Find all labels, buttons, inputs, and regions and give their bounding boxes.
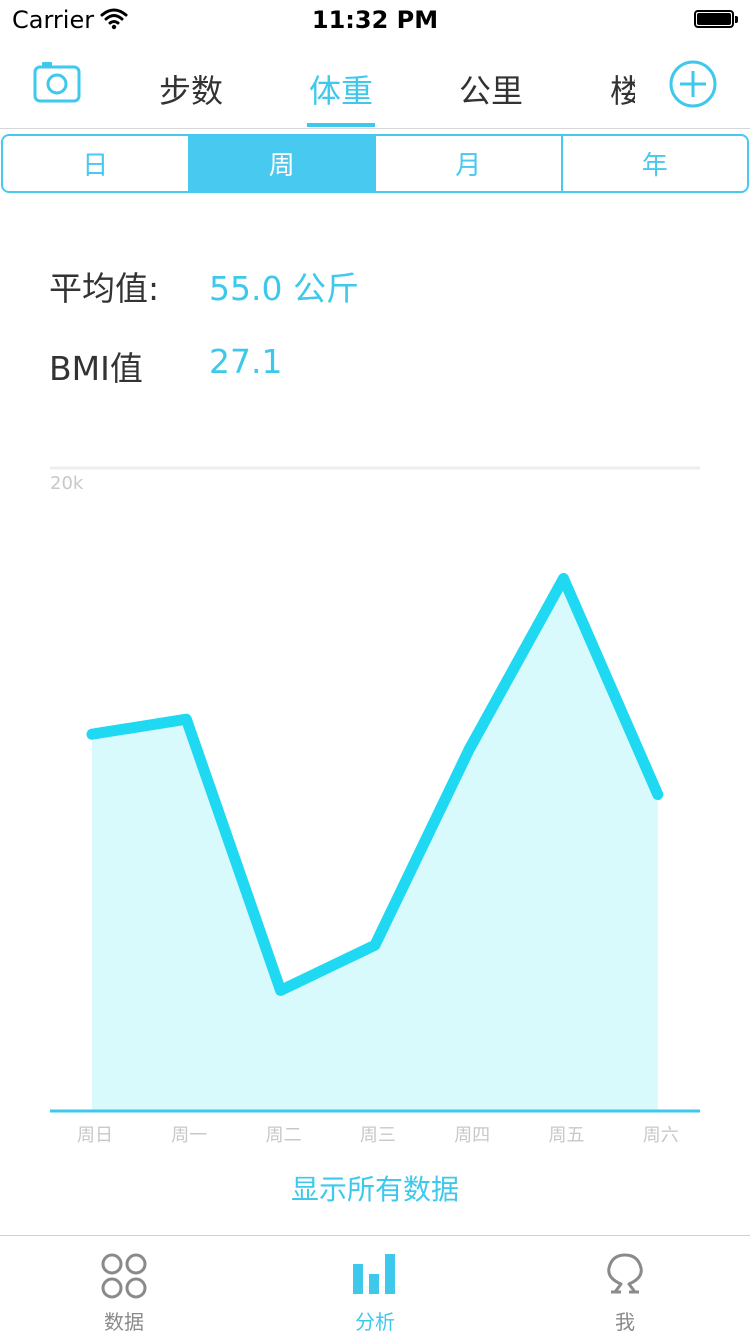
nav-tab-clip: 楼 — [595, 48, 635, 128]
x-axis-label: 周五 — [549, 1125, 585, 1146]
x-axis-label: 周四 — [454, 1125, 490, 1146]
tab-data-label: 数据 — [104, 1310, 144, 1334]
x-axis-label: 周三 — [360, 1125, 396, 1146]
top-nav: 步数 体重 公里 楼 — [0, 48, 750, 129]
camera-icon[interactable] — [33, 61, 81, 103]
nav-tab-distance[interactable]: 公里 — [458, 72, 523, 110]
nav-tab-floors[interactable]: 楼 — [610, 72, 635, 110]
data-icon — [101, 1253, 147, 1299]
x-axis-label: 周一 — [171, 1125, 207, 1146]
profile-icon — [607, 1253, 643, 1294]
bmi-label: BMI值 — [49, 349, 143, 388]
battery-icon — [694, 10, 738, 30]
average-value: 55.0 公斤 — [209, 269, 359, 308]
active-tab-indicator — [307, 123, 375, 127]
segment-day[interactable]: 日 — [3, 136, 190, 191]
tab-data[interactable]: 数据 — [44, 1236, 204, 1335]
segment-week[interactable]: 周 — [189, 136, 376, 191]
show-all-data-link[interactable]: 显示所有数据 — [290, 1173, 459, 1206]
y-axis-tick-label: 20k — [50, 473, 84, 494]
period-segmented-control: 日 周 月 年 — [1, 134, 749, 193]
weight-chart: 20k 周日 周一 周二 周三 周四 周五 周六 — [50, 466, 700, 1146]
segment-month[interactable]: 月 — [376, 136, 563, 191]
nav-tab-steps[interactable]: 步数 — [158, 72, 223, 110]
tab-me[interactable]: 我 — [545, 1236, 705, 1335]
wifi-icon — [100, 8, 128, 30]
bottom-tab-bar: 数据 分析 我 — [0, 1235, 750, 1335]
analysis-icon — [353, 1254, 395, 1294]
carrier-label: Carrier — [12, 6, 95, 34]
nav-tab-weight[interactable]: 体重 — [308, 72, 373, 110]
chart-area-fill — [92, 578, 658, 1111]
bmi-value: 27.1 — [209, 342, 283, 381]
status-bar: Carrier 11:32 PM — [0, 0, 750, 40]
chart-series-line — [86, 573, 664, 996]
x-axis-label: 周二 — [266, 1125, 302, 1146]
tab-analysis-label: 分析 — [355, 1310, 395, 1334]
status-time: 11:32 PM — [311, 6, 439, 34]
tab-analysis[interactable]: 分析 — [295, 1236, 455, 1335]
add-icon[interactable] — [668, 59, 718, 109]
x-axis-labels: 周日 周一 周二 周三 周四 周五 周六 — [77, 1125, 679, 1146]
x-axis-label: 周日 — [77, 1125, 113, 1146]
average-label: 平均值: — [49, 269, 160, 308]
tab-me-label: 我 — [615, 1310, 635, 1334]
segment-year[interactable]: 年 — [641, 151, 668, 181]
x-axis-label: 周六 — [643, 1125, 679, 1146]
